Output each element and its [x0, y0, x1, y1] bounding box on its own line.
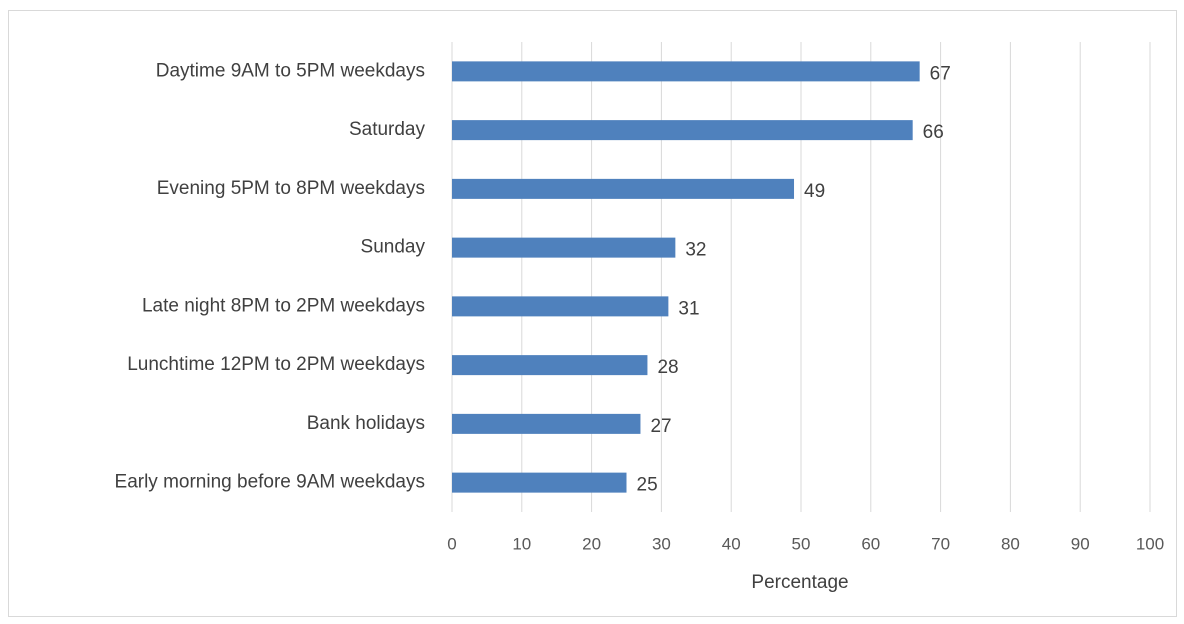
x-tick-label: 10 — [512, 534, 531, 553]
y-tick-label: Lunchtime 12PM to 2PM weekdays — [127, 354, 425, 375]
x-tick-label: 100 — [1136, 534, 1164, 553]
y-tick-label: Early morning before 9AM weekdays — [115, 472, 425, 493]
bar — [452, 61, 920, 82]
y-tick-label: Saturday — [349, 119, 426, 140]
y-tick-label: Sunday — [361, 237, 426, 258]
data-label: 67 — [930, 63, 951, 84]
x-tick-label: 20 — [582, 534, 601, 553]
y-tick-label: Late night 8PM to 2PM weekdays — [142, 295, 425, 316]
y-tick-label: Evening 5PM to 8PM weekdays — [157, 178, 425, 199]
bar — [452, 120, 913, 141]
x-tick-label: 30 — [652, 534, 671, 553]
x-tick-label: 40 — [722, 534, 741, 553]
data-label: 49 — [804, 181, 825, 202]
x-tick-label: 80 — [1001, 534, 1020, 553]
x-tick-label: 0 — [447, 534, 456, 553]
bar — [452, 472, 627, 493]
bar — [452, 178, 795, 199]
data-label: 66 — [923, 122, 944, 143]
x-tick-label: 90 — [1071, 534, 1090, 553]
bar — [452, 237, 676, 258]
data-label: 32 — [685, 240, 706, 261]
y-tick-label: Daytime 9AM to 5PM weekdays — [156, 60, 425, 81]
bar — [452, 413, 641, 434]
data-label: 27 — [650, 416, 671, 437]
bar — [452, 355, 648, 376]
data-label: 28 — [657, 357, 678, 378]
data-label: 25 — [637, 475, 658, 496]
x-tick-label: 70 — [931, 534, 950, 553]
x-tick-label: 50 — [792, 534, 811, 553]
x-axis-label: Percentage — [751, 572, 848, 593]
data-label: 31 — [678, 298, 699, 319]
y-tick-label: Bank holidays — [307, 413, 425, 434]
bar — [452, 296, 669, 317]
x-tick-label: 60 — [861, 534, 880, 553]
